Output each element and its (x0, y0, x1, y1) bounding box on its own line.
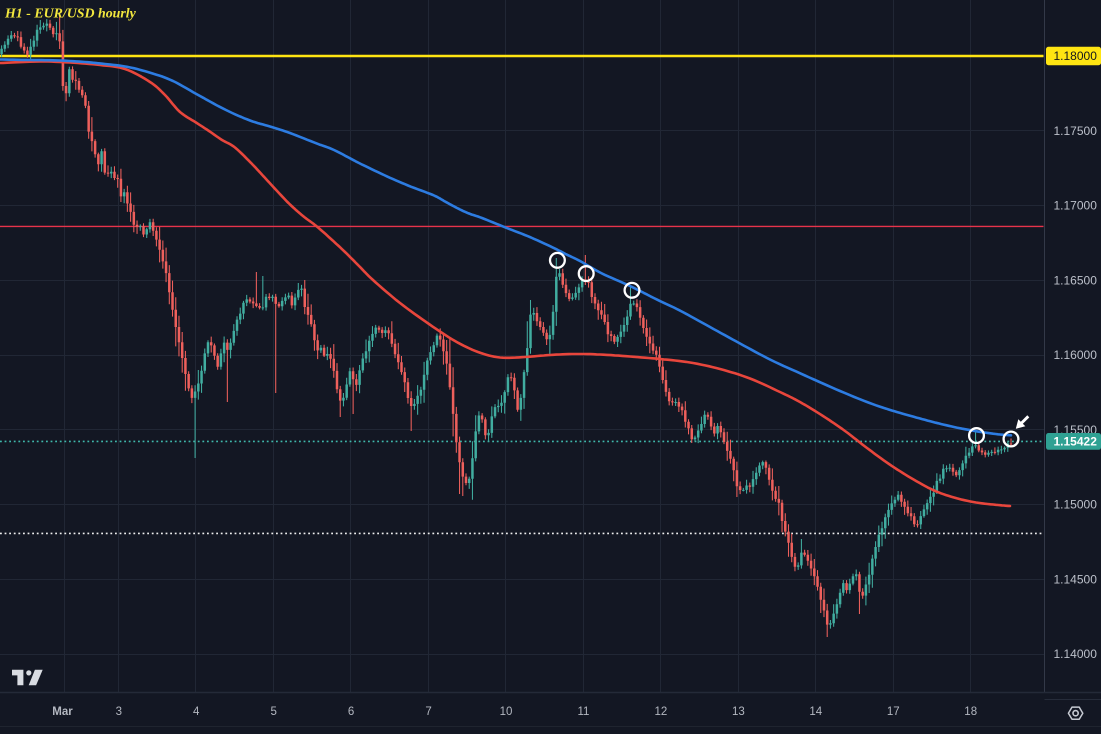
svg-text:13: 13 (732, 706, 745, 718)
svg-text:6: 6 (348, 706, 354, 718)
svg-text:H1 - EUR/USD hourly: H1 - EUR/USD hourly (4, 7, 137, 22)
svg-text:3: 3 (116, 706, 122, 718)
svg-text:1.15422: 1.15422 (1054, 435, 1098, 449)
svg-text:1.15000: 1.15000 (1054, 498, 1098, 512)
svg-text:7: 7 (425, 706, 431, 718)
svg-text:12: 12 (655, 706, 668, 718)
svg-text:1.17500: 1.17500 (1054, 124, 1098, 138)
svg-text:1.16500: 1.16500 (1054, 273, 1098, 287)
svg-text:4: 4 (193, 706, 200, 718)
svg-text:1.14500: 1.14500 (1054, 572, 1098, 586)
svg-text:Mar: Mar (52, 706, 73, 718)
svg-text:18: 18 (964, 706, 977, 718)
svg-text:17: 17 (887, 706, 900, 718)
svg-text:1.17000: 1.17000 (1054, 199, 1098, 213)
svg-text:1.18000: 1.18000 (1054, 49, 1098, 63)
svg-text:1.14000: 1.14000 (1054, 647, 1098, 661)
svg-text:1.16000: 1.16000 (1054, 348, 1098, 362)
svg-text:14: 14 (809, 706, 822, 718)
svg-text:10: 10 (500, 706, 513, 718)
svg-text:11: 11 (578, 706, 590, 718)
svg-text:5: 5 (270, 706, 276, 718)
